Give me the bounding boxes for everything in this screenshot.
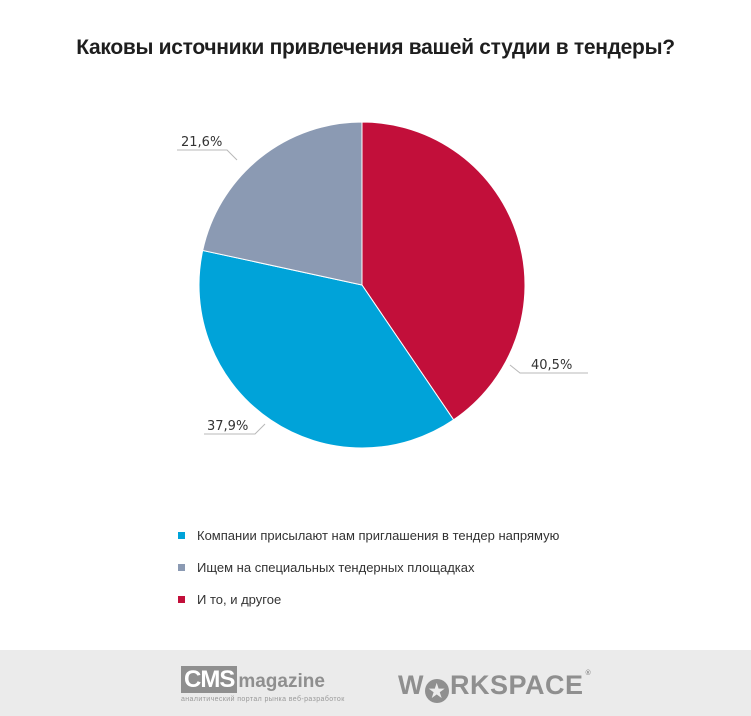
registered-icon: ® <box>585 670 592 677</box>
pie-slice-red <box>361 121 526 421</box>
star-icon: ★ <box>424 679 449 703</box>
cms-logo-box: CMS <box>181 666 238 693</box>
legend-swatch-red <box>178 595 185 603</box>
pie-label-gray: 21,6% <box>181 135 222 150</box>
legend-swatch-blue <box>178 531 185 539</box>
legend-item: Компании присылают нам приглашения в тен… <box>178 519 559 551</box>
pie-slice-gray <box>202 121 363 286</box>
legend: Компании присылают нам приглашения в тен… <box>178 519 559 615</box>
legend-swatch-gray <box>178 563 185 571</box>
pie-slices <box>198 121 526 449</box>
legend-item: Ищем на специальных тендерных площадках <box>178 551 559 583</box>
legend-label: Компании присылают нам приглашения в тен… <box>197 527 560 543</box>
workspace-logo: W ★ RKSPACE ® <box>398 670 591 703</box>
leader-line-red <box>509 364 588 374</box>
pie-slice-blue <box>198 249 455 449</box>
pie-label-red: 40,5% <box>531 358 572 373</box>
workspace-logo-w: W <box>398 670 424 700</box>
legend-label: И то, и другое <box>197 591 282 607</box>
cms-logo-word: magazine <box>238 671 325 692</box>
workspace-logo-rest: RKSPACE <box>449 670 584 700</box>
cms-logo-tagline: аналитический портал рынка веб-разработо… <box>181 696 345 703</box>
chart-title: Каковы источники привлечения вашей студи… <box>76 36 675 59</box>
pie-label-blue: 37,9% <box>207 419 248 434</box>
legend-label: Ищем на специальных тендерных площадках <box>197 559 475 575</box>
leader-line-gray <box>177 149 238 161</box>
leader-line-blue <box>204 423 266 435</box>
legend-item: И то, и другое <box>178 583 559 615</box>
cms-magazine-logo: CMS magazine аналитический портал рынка в… <box>181 666 345 703</box>
footer: CMS magazine аналитический портал рынка в… <box>0 650 751 716</box>
